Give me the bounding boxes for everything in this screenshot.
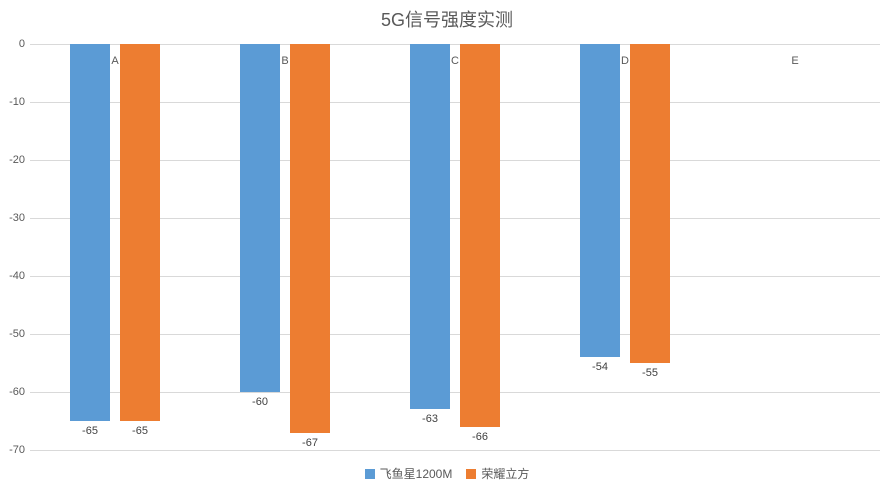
data-label: -55 (642, 367, 658, 379)
gridline (30, 275, 880, 277)
bar-C-series-0 (410, 44, 450, 410)
gridline (30, 217, 880, 219)
plot-area (30, 43, 880, 451)
bar-A-series-1 (120, 44, 160, 421)
y-axis-tick-label: -30 (9, 212, 25, 224)
y-axis-tick-label: -20 (9, 154, 25, 166)
y-axis-tick-label: -50 (9, 328, 25, 340)
data-label: -66 (472, 430, 488, 443)
gridline (30, 333, 880, 335)
data-label: -54 (592, 361, 608, 374)
chart-title: 5G信号强度实测 (380, 10, 513, 30)
category-label: C (451, 55, 459, 67)
bar-B-series-1 (290, 44, 330, 433)
gridline (30, 43, 880, 45)
category-label: A (111, 55, 119, 67)
y-axis-tick-label: -10 (9, 96, 25, 108)
bar-B-series-0 (240, 44, 280, 392)
category-label: B (281, 55, 289, 67)
legend-item: 飞鱼星1200M (364, 465, 453, 482)
category-label: D (621, 55, 629, 67)
bar-A-series-0 (70, 44, 110, 421)
data-label: -60 (252, 396, 268, 408)
data-label: -63 (422, 413, 438, 426)
y-axis-tick-label: 0 (18, 38, 25, 50)
category-label: E (791, 55, 799, 67)
legend-item: 荣耀立方 (466, 465, 529, 482)
bar-D-series-0 (580, 44, 620, 358)
gridline (30, 449, 880, 451)
legend-label: 飞鱼星1200M (379, 467, 453, 481)
y-axis-tick-label: -60 (9, 386, 25, 398)
gridline (30, 101, 880, 103)
data-label: -65 (82, 425, 98, 437)
legend-swatch (466, 468, 477, 479)
legend: 飞鱼星1200M 荣耀立方 (0, 465, 894, 482)
gridline (30, 159, 880, 161)
data-label: -65 (132, 425, 148, 437)
legend-swatch (364, 468, 375, 479)
y-axis-tick-label: -40 (9, 270, 25, 282)
legend-label: 荣耀立方 (481, 467, 530, 481)
y-axis-tick-label: -70 (9, 444, 25, 456)
bar-D-series-1 (630, 44, 670, 363)
bar-C-series-1 (460, 44, 500, 427)
data-label: -67 (302, 436, 318, 449)
gridline (30, 391, 880, 393)
